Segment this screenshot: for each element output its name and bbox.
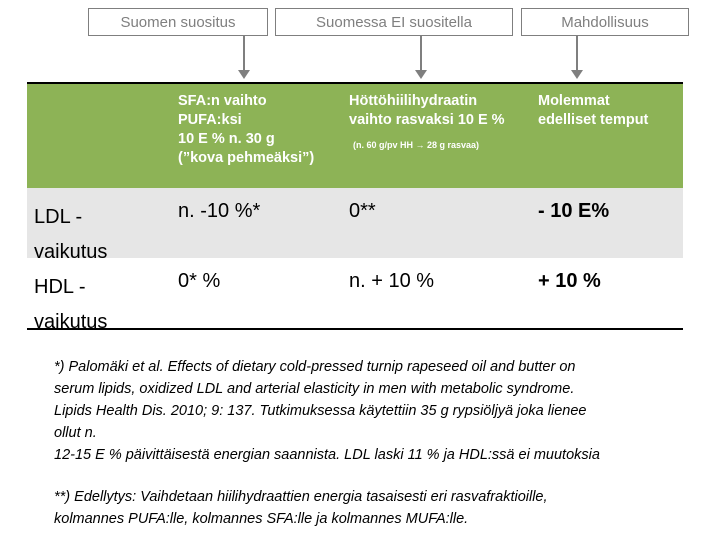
header-line: vaihto rasvaksi 10 E % [349,112,505,128]
footnotes: *) Palomäki et al. Effects of dietary co… [54,356,674,530]
row-label: HDL - vaikutus [34,270,154,340]
table-cell: 0* % [178,270,221,292]
header-line: Höttöhiilihydraatin [349,93,478,109]
label-text: Suomen suositus [120,13,236,31]
table-cell: 0** [349,200,376,222]
down-arrow-icon [415,36,427,79]
footnote-line: 12-15 E % päivittäisestä energian saanni… [54,447,600,463]
down-arrow-icon [571,36,583,79]
header-cell-sfa: SFA:n vaihto PUFA:ksi 10 E % n. 30 g (”k… [178,92,348,168]
footnote-line: ollut n. [54,425,97,441]
header-line: 10 E % n. 30 g [178,131,275,147]
row-label-line: vaikutus [34,241,108,263]
table-row-ldl: LDL - vaikutus n. -10 %* 0** - 10 E% [27,188,683,263]
down-arrow-icon [238,36,250,79]
table-cell: n. + 10 % [349,270,435,292]
header-line: PUFA:ksi [178,112,242,128]
table-cell: n. -10 %* [178,200,261,222]
label-text: Suomessa EI suositella [316,13,472,31]
label-box-mahdollisuus: Mahdollisuus [521,8,689,36]
footnote-line: serum lipids, oxidized LDL and arterial … [54,381,575,397]
table-header: SFA:n vaihto PUFA:ksi 10 E % n. 30 g (”k… [27,82,683,188]
header-line: edelliset temput [538,112,649,128]
label-text: Mahdollisuus [561,13,649,31]
footnote-line: kolmannes PUFA:lle, kolmannes SFA:lle ja… [54,511,469,527]
header-line: (”kova pehmeäksi”) [178,150,315,166]
comparison-table: SFA:n vaihto PUFA:ksi 10 E % n. 30 g (”k… [27,82,683,333]
header-cell-molemmat: Molemmat edelliset temput [538,92,683,130]
row-label-line: HDL - [34,276,86,298]
table-row-hdl: HDL - vaikutus 0* % n. + 10 % + 10 % [27,258,683,333]
row-label: LDL - vaikutus [34,200,154,270]
row-label-line: LDL - [34,206,83,228]
label-box-suomen-suositus: Suomen suositus [88,8,268,36]
header-line: Molemmat [538,93,610,109]
table-cell: + 10 % [538,270,601,292]
footnote-line: **) Edellytys: Vaihdetaan hiilihydraatti… [54,489,548,505]
header-note: (n. 60 g/pv HH → 28 g rasvaa) [353,140,480,150]
header-cell-hiilihydraatti: Höttöhiilihydraatin vaihto rasvaksi 10 E… [349,92,539,155]
row-label-line: vaikutus [34,311,108,333]
footnote-line: Lipids Health Dis. 2010; 9: 137. Tutkimu… [54,403,587,419]
header-line: SFA:n vaihto [178,93,267,109]
table-cell: - 10 E% [538,200,610,222]
label-box-ei-suositella: Suomessa EI suositella [275,8,513,36]
footnote-line: *) Palomäki et al. Effects of dietary co… [54,359,576,375]
